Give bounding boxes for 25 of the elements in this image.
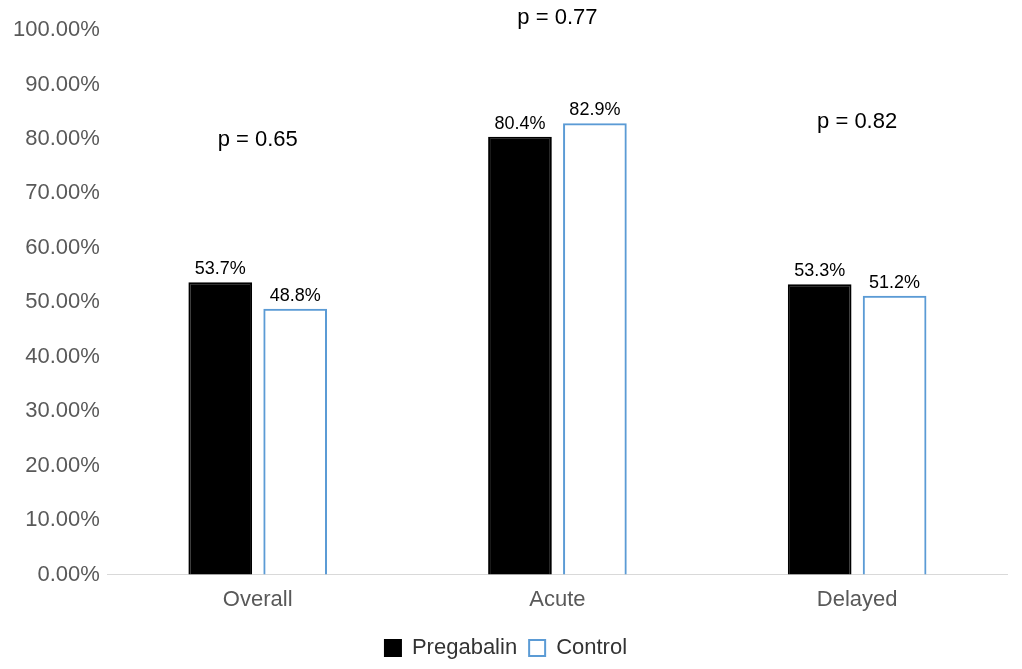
y-tick-label: 50.00% [25, 288, 100, 314]
y-tick-label: 20.00% [25, 451, 100, 477]
y-tick-label: 90.00% [25, 70, 100, 96]
y-tick-label: 40.00% [25, 342, 100, 368]
x-tick-label: Delayed [816, 585, 898, 611]
data-label: 53.7% [194, 258, 246, 279]
y-tick-label: 80.00% [25, 124, 100, 150]
data-label: 82.9% [569, 99, 621, 120]
y-tick-label: 10.00% [25, 506, 100, 532]
y-tick-label: 100.00% [12, 16, 100, 42]
data-label: 51.2% [869, 271, 921, 292]
annotation: p = 0.65 [217, 126, 298, 152]
legend-label: Pregabalin [411, 634, 518, 660]
annotation: p = 0.82 [817, 108, 898, 134]
y-tick-label: 30.00% [25, 397, 100, 423]
x-tick-label: Overall [222, 585, 293, 611]
legend-label: Control [556, 634, 628, 660]
annotation: p = 0.77 [517, 4, 598, 30]
x-tick-label: Acute [529, 585, 586, 611]
y-tick-label: 60.00% [25, 233, 100, 259]
data-label: 53.3% [794, 260, 846, 281]
data-label: 80.4% [494, 112, 546, 133]
data-label: 48.8% [269, 284, 321, 305]
y-tick-label: 0.00% [37, 560, 100, 586]
y-tick-label: 70.00% [25, 179, 100, 205]
